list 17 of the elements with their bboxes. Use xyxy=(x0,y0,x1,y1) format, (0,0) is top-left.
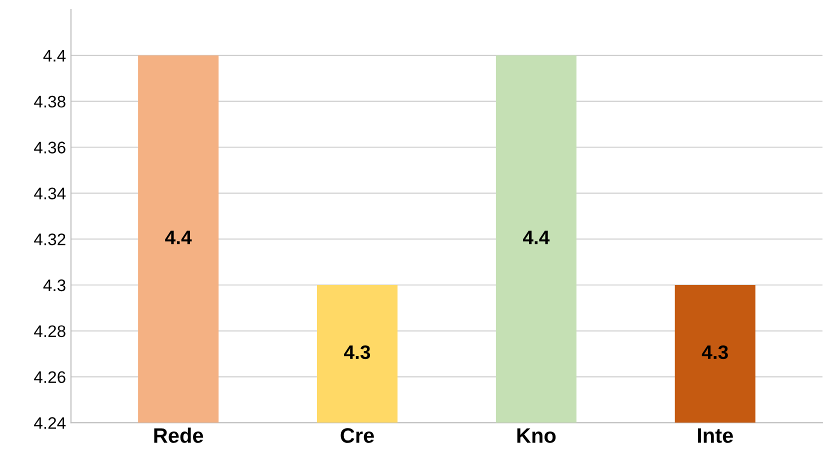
y-tick-label: 4.36 xyxy=(34,142,66,154)
data-label: 4.4 xyxy=(522,230,550,244)
x-tick-label: Cre xyxy=(340,428,374,443)
data-label: 4.3 xyxy=(702,345,728,360)
y-tick-label: 4.26 xyxy=(34,371,66,384)
data-label: 4.3 xyxy=(344,345,370,360)
y-tick-label: 4.28 xyxy=(34,325,66,338)
x-tick-label: Kno xyxy=(517,428,556,443)
data-label: 4.4 xyxy=(165,230,192,244)
y-tick-label: 4.24 xyxy=(34,417,66,429)
y-tick-label: 4.3 xyxy=(43,279,66,292)
x-tick-label: Rede xyxy=(154,428,204,443)
x-tick-label: Inte xyxy=(698,428,733,443)
y-tick-label: 4.32 xyxy=(34,233,66,246)
y-tick-label: 4.4 xyxy=(43,50,66,62)
y-tick-label: 4.34 xyxy=(34,188,66,200)
y-tick-label: 4.38 xyxy=(34,96,66,108)
